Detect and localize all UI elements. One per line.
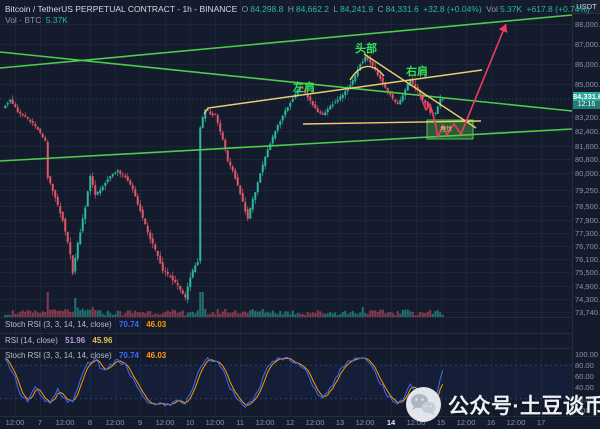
price-axis-label: 100.00 bbox=[575, 350, 598, 359]
price-axis-label: 81,600.0 bbox=[575, 142, 600, 151]
low-value: 84,241.9 bbox=[340, 4, 374, 14]
price-axis-label: 87,000.0 bbox=[575, 40, 600, 49]
symbol-legend: Bitcoin / TetherUS PERPETUAL CONTRACT - … bbox=[5, 4, 592, 14]
price-axis-label: 80,000.0 bbox=[575, 169, 600, 178]
time-axis-label: 7 bbox=[37, 418, 43, 427]
stoch-d-value-2: 46.03 bbox=[146, 351, 167, 360]
price-axis-label: 85,000.0 bbox=[575, 80, 600, 89]
bar-countdown: 12:16 bbox=[573, 101, 600, 109]
high-label: H bbox=[287, 4, 294, 14]
price-axis-label: 77,900.0 bbox=[575, 216, 600, 225]
open-label: O bbox=[241, 4, 249, 14]
rsi-title[interactable]: RSI (14, close) bbox=[5, 336, 58, 345]
time-axis-label: 11 bbox=[236, 418, 244, 427]
accumulation-box-label[interactable]: 埋伏 bbox=[440, 127, 453, 133]
wechat-icon bbox=[406, 387, 441, 422]
head-label[interactable]: 头部 bbox=[355, 43, 377, 55]
time-axis-label: 12:00 bbox=[55, 418, 75, 427]
stoch-rsi-pane-label-2[interactable]: Stoch RSI (3, 3, 14, 14, close) 70.74 46… bbox=[5, 351, 166, 360]
rsi-value-1: 51.96 bbox=[65, 336, 86, 345]
stoch-rsi-title[interactable]: Stoch RSI (3, 3, 14, 14, close) bbox=[5, 320, 112, 329]
current-price-box[interactable]: 84,331.6 12:16 bbox=[573, 92, 600, 109]
time-axis-label: 12:00 bbox=[305, 418, 325, 427]
watermark-text: 公众号·土豆谈币 bbox=[448, 394, 600, 418]
price-axis-label: 75,500.0 bbox=[575, 268, 600, 277]
high-value: 84,662.2 bbox=[295, 4, 329, 14]
price-axis-label: 83,200.0 bbox=[575, 113, 600, 122]
stoch-d-value: 46.03 bbox=[146, 320, 167, 329]
time-axis-label: 15 bbox=[436, 418, 446, 427]
time-axis-label: 12:00 bbox=[506, 418, 526, 427]
price-axis-label: 76,100.0 bbox=[575, 255, 600, 264]
price-axis-label: 77,300.0 bbox=[575, 229, 600, 238]
time-axis-label: 12:00 bbox=[255, 418, 275, 427]
rsi-pane-label[interactable]: RSI (14, close) 51.96 45.96 bbox=[5, 336, 112, 345]
price-axis-label: 73,740.0 bbox=[575, 308, 600, 317]
price-axis-label: 88,000.0 bbox=[575, 20, 600, 29]
price-axis-label: 80.00 bbox=[575, 361, 594, 370]
time-axis-label: 8 bbox=[87, 418, 93, 427]
stoch-rsi-pane-label-1[interactable]: Stoch RSI (3, 3, 14, 14, close) 70.74 46… bbox=[5, 320, 166, 329]
right-shoulder-label[interactable]: 右肩 bbox=[406, 66, 428, 78]
time-axis-label: 12:00 bbox=[205, 418, 225, 427]
time-axis-label: 12:00 bbox=[355, 418, 375, 427]
symbol-title[interactable]: Bitcoin / TetherUS PERPETUAL CONTRACT - … bbox=[5, 4, 238, 14]
volume-value: 5.37K bbox=[499, 4, 523, 14]
volume-legend: Vol · BTC 5.37K bbox=[5, 15, 70, 25]
time-axis-label: 13 bbox=[335, 418, 345, 427]
stoch-rsi-title-2[interactable]: Stoch RSI (3, 3, 14, 14, close) bbox=[5, 351, 112, 360]
stoch-k-value: 70.74 bbox=[118, 320, 139, 329]
time-axis-label: 16 bbox=[486, 418, 496, 427]
time-axis-label: 12:00 bbox=[155, 418, 175, 427]
price-axis-label: 78,500.0 bbox=[575, 202, 600, 211]
price-axis-label: 80,800.0 bbox=[575, 155, 600, 164]
current-price-value: 84,331.6 bbox=[573, 92, 600, 101]
time-axis-label: 9 bbox=[137, 418, 143, 427]
price-axis-unit[interactable]: USDT bbox=[573, 0, 600, 14]
time-axis-label: 12:00 bbox=[5, 418, 25, 427]
change-value: +32.8 (+0.04%) bbox=[423, 4, 482, 14]
price-axis-label: 82,400.0 bbox=[575, 127, 600, 136]
time-axis-label: 10 bbox=[185, 418, 195, 427]
close-label: C bbox=[377, 4, 384, 14]
price-axis-label: 74,300.0 bbox=[575, 295, 600, 304]
price-axis-label: 40.00 bbox=[575, 383, 594, 392]
volume-change: +617.8 (+0.74%) bbox=[526, 4, 590, 14]
price-axis-label: 79,250.0 bbox=[575, 186, 600, 195]
open-value: 84,298.8 bbox=[250, 4, 284, 14]
price-axis-label: 76,700.0 bbox=[575, 242, 600, 251]
price-axis-label: 86,000.0 bbox=[575, 60, 600, 69]
channel-watermark: 公众号·土豆谈币 bbox=[405, 386, 600, 423]
time-axis-label: 12:00 bbox=[406, 418, 426, 427]
volume-btc-value: 5.37K bbox=[45, 15, 68, 25]
price-axis-label: 60.00 bbox=[575, 372, 594, 381]
price-axis-label: 20.00 bbox=[575, 395, 594, 404]
low-label: L bbox=[333, 4, 339, 14]
close-value: 84,331.6 bbox=[385, 4, 419, 14]
volume-btc-label[interactable]: Vol · BTC bbox=[5, 15, 42, 25]
price-axis[interactable]: USDT 84,331.6 12:16 88,000.0 87,000.0 86,0… bbox=[572, 0, 600, 417]
stoch-k-value-2: 70.74 bbox=[118, 351, 139, 360]
price-axis-label: 74,900.0 bbox=[575, 282, 600, 291]
left-shoulder-label[interactable]: 左肩 bbox=[293, 82, 315, 94]
time-axis-label: 12:00 bbox=[105, 418, 125, 427]
time-axis-label: 14 bbox=[386, 418, 396, 427]
time-axis-label: 12:00 bbox=[456, 418, 476, 427]
time-axis[interactable]: 12:00 7 12:00 8 12:00 9 12:00 10 12:00 11 12:00 12 1… bbox=[0, 416, 600, 429]
price-axis-label: 0.00 bbox=[575, 406, 590, 415]
volume-label: Vol bbox=[486, 4, 498, 14]
time-axis-label: 17 bbox=[536, 418, 546, 427]
rsi-value-2: 45.96 bbox=[92, 336, 113, 345]
time-axis-label: 12 bbox=[285, 418, 295, 427]
